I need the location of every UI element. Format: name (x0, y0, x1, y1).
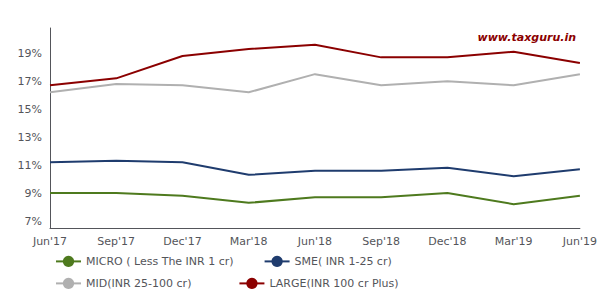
svg-text:Sep'17: Sep'17 (97, 235, 135, 248)
svg-text:19%: 19% (18, 47, 42, 60)
svg-text:Jun'18: Jun'18 (297, 235, 332, 248)
svg-text:Dec'17: Dec'17 (163, 235, 201, 248)
svg-text:LARGE(INR 100 cr Plus): LARGE(INR 100 cr Plus) (269, 277, 398, 290)
svg-text:11%: 11% (18, 159, 42, 172)
svg-text:9%: 9% (25, 187, 42, 200)
svg-text:Mar'18: Mar'18 (230, 235, 268, 248)
svg-text:SME( INR 1-25 cr): SME( INR 1-25 cr) (295, 255, 392, 268)
svg-text:7%: 7% (25, 215, 42, 228)
svg-text:Dec'18: Dec'18 (428, 235, 466, 248)
svg-text:17%: 17% (18, 75, 42, 88)
svg-text:Jun'17: Jun'17 (32, 235, 67, 248)
svg-text:MID(INR 25-100 cr): MID(INR 25-100 cr) (86, 277, 191, 290)
svg-text:Mar'19: Mar'19 (495, 235, 533, 248)
svg-text:Jun'19: Jun'19 (562, 235, 597, 248)
svg-text:www.taxguru.in: www.taxguru.in (478, 31, 577, 44)
svg-text:MICRO ( Less The INR 1 cr): MICRO ( Less The INR 1 cr) (86, 255, 234, 268)
svg-text:15%: 15% (18, 103, 42, 116)
svg-text:13%: 13% (18, 131, 42, 144)
svg-text:Sep'18: Sep'18 (362, 235, 400, 248)
